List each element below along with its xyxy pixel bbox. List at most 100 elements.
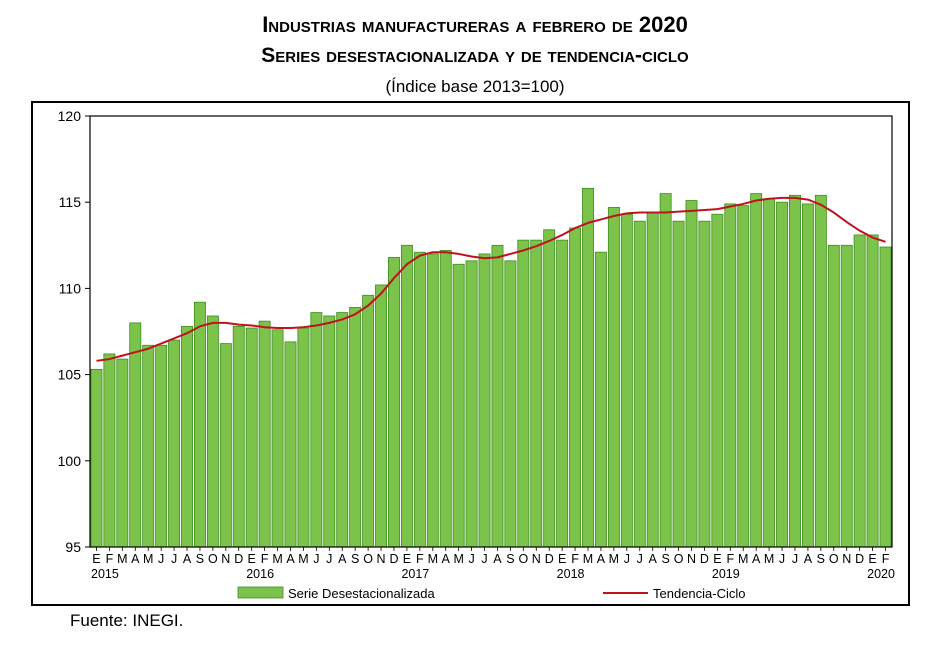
- y-tick-label: 115: [59, 194, 82, 210]
- bar-2017-03: [426, 253, 439, 548]
- x-month-label: J: [313, 552, 319, 566]
- chart-unit-note: (Índice base 2013=100): [385, 77, 565, 96]
- bar-2017-11: [530, 239, 543, 548]
- x-month-label: E: [248, 552, 256, 566]
- bar-2018-06: [620, 213, 633, 548]
- bar-2020-02: [879, 246, 892, 548]
- bar-2019-08: [801, 203, 814, 548]
- x-month-label: A: [131, 552, 140, 566]
- trend-cycle-line: [96, 196, 886, 362]
- bar-2015-01: [90, 369, 103, 548]
- bar-2018-12: [698, 220, 711, 548]
- x-month-label: D: [389, 552, 398, 566]
- chart-title: Industrias manufactureras a febrero de 2…: [262, 12, 688, 37]
- chart-frame: [31, 101, 910, 606]
- bar-2015-06: [155, 344, 168, 548]
- bar-2015-04: [129, 322, 142, 548]
- bar-2015-05: [142, 344, 155, 548]
- bar-2019-02: [724, 203, 737, 548]
- x-month-label: F: [261, 552, 269, 566]
- x-month-label: E: [713, 552, 721, 566]
- x-month-label: J: [158, 552, 164, 566]
- x-month-label: A: [804, 552, 813, 566]
- x-month-label: D: [855, 552, 864, 566]
- legend-bar-swatch: [237, 586, 284, 599]
- bar-2015-12: [232, 325, 245, 548]
- x-month-label: D: [700, 552, 709, 566]
- bar-2017-10: [517, 239, 530, 548]
- bar-2016-09: [349, 306, 362, 548]
- x-month-label: A: [338, 552, 347, 566]
- bar-2016-06: [310, 312, 323, 548]
- x-month-label: J: [624, 552, 630, 566]
- x-year-label: 2019: [712, 567, 740, 581]
- bar-2016-10: [362, 294, 375, 548]
- x-month-label: J: [171, 552, 177, 566]
- x-month-label: M: [428, 552, 438, 566]
- bar-2019-10: [827, 244, 840, 548]
- bar-2016-05: [297, 327, 310, 548]
- x-month-label: M: [143, 552, 153, 566]
- x-month-label: M: [272, 552, 282, 566]
- x-month-label: N: [377, 552, 386, 566]
- bar-2018-02: [569, 227, 582, 548]
- x-month-label: F: [571, 552, 579, 566]
- x-month-label: D: [234, 552, 243, 566]
- y-tick-label: 100: [58, 453, 82, 469]
- x-month-label: F: [882, 552, 890, 566]
- x-month-label: J: [481, 552, 487, 566]
- x-month-label: A: [286, 552, 295, 566]
- bar-2016-12: [388, 256, 400, 548]
- x-month-label: J: [468, 552, 474, 566]
- bar-2018-03: [582, 188, 594, 548]
- x-month-label: A: [597, 552, 606, 566]
- bar-2018-10: [672, 220, 685, 548]
- bar-2019-01: [711, 213, 724, 548]
- x-month-label: F: [726, 552, 734, 566]
- x-month-label: M: [764, 552, 774, 566]
- bar-2019-04: [750, 193, 763, 548]
- bar-2017-08: [491, 244, 504, 548]
- bar-2019-07: [789, 194, 801, 548]
- bar-2019-11: [840, 244, 853, 548]
- bar-2020-01: [866, 234, 879, 548]
- bar-2015-02: [103, 353, 116, 548]
- bar-2016-07: [323, 315, 336, 548]
- bar-2017-05: [452, 263, 465, 548]
- x-month-label: O: [518, 552, 528, 566]
- x-month-label: O: [208, 552, 218, 566]
- bar-2019-09: [814, 194, 827, 548]
- bar-2017-12: [543, 229, 556, 548]
- x-year-label: 2015: [91, 567, 119, 581]
- x-month-label: M: [609, 552, 619, 566]
- x-month-label: A: [493, 552, 502, 566]
- x-month-label: A: [752, 552, 761, 566]
- x-month-label: A: [183, 552, 192, 566]
- x-month-label: M: [583, 552, 593, 566]
- x-month-label: O: [363, 552, 373, 566]
- source-note: Fuente: INEGI.: [70, 611, 184, 630]
- bar-2019-06: [776, 201, 789, 548]
- bar-2015-08: [181, 325, 193, 548]
- x-month-label: N: [842, 552, 851, 566]
- x-year-label: 2016: [246, 567, 274, 581]
- x-month-label: M: [738, 552, 748, 566]
- bar-2016-02: [258, 320, 271, 548]
- bar-2017-04: [439, 250, 452, 548]
- bar-2015-03: [116, 358, 129, 548]
- bar-2019-05: [763, 198, 776, 548]
- y-tick-label: 95: [65, 539, 81, 555]
- y-tick-label: 105: [58, 367, 82, 383]
- x-month-label: F: [106, 552, 114, 566]
- x-month-label: F: [416, 552, 424, 566]
- x-month-label: J: [792, 552, 798, 566]
- bar-2016-03: [271, 329, 284, 548]
- x-month-label: S: [196, 552, 204, 566]
- legend-line-label: Tendencia-Ciclo: [653, 586, 746, 601]
- x-month-label: A: [442, 552, 451, 566]
- bar-2018-09: [659, 193, 672, 548]
- x-year-label: 2017: [401, 567, 429, 581]
- legend-bar-label: Serie Desestacionalizada: [288, 586, 435, 601]
- bar-2017-01: [400, 244, 413, 548]
